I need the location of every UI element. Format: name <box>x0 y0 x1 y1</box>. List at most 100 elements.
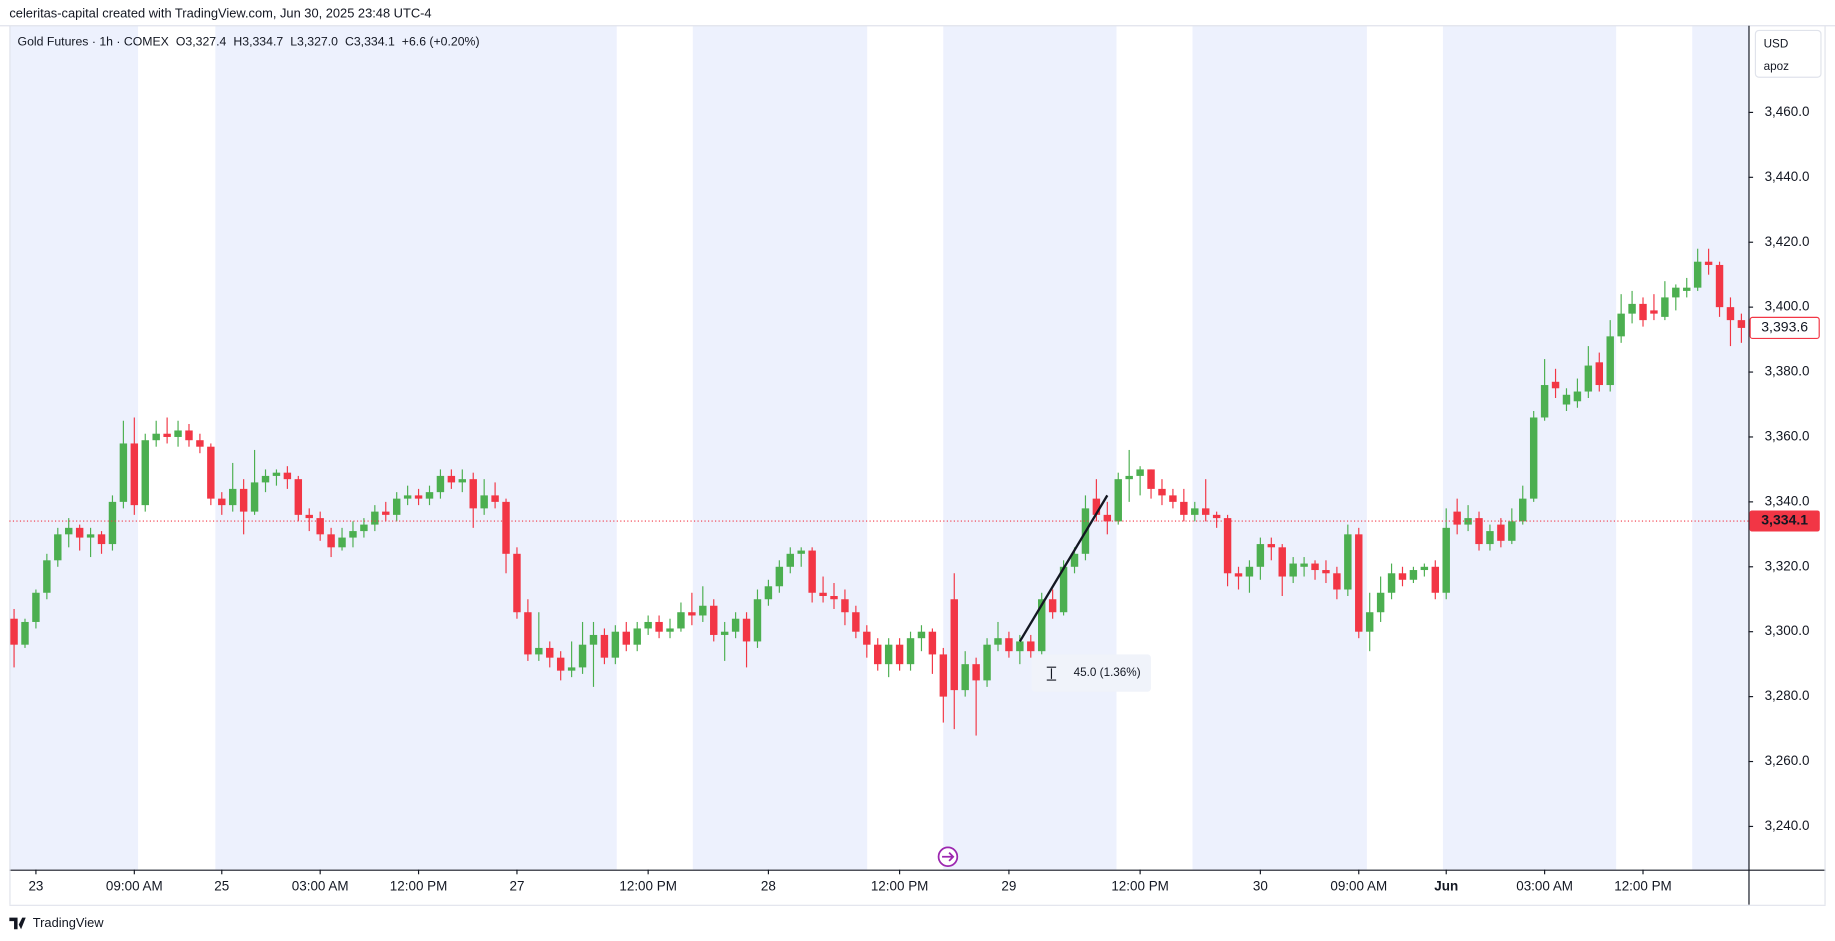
candle-body <box>917 631 926 639</box>
candle-body <box>1661 297 1669 317</box>
candle-body <box>731 618 740 632</box>
candle-body <box>196 440 204 447</box>
candle-body <box>371 511 379 525</box>
candle-body <box>830 596 838 600</box>
candle-body <box>1038 599 1046 652</box>
y-tick-label: 3,260.0 <box>1765 753 1810 768</box>
candle-body <box>436 475 445 493</box>
price-label: 3,334.1 <box>1761 512 1808 528</box>
candle-body <box>1376 592 1385 613</box>
legend-value: 3,334.1 <box>354 34 395 48</box>
candle-body <box>119 443 128 502</box>
x-tick-label: 12:00 PM <box>619 879 677 894</box>
candle-body <box>1595 362 1603 386</box>
candle-body <box>1223 518 1232 574</box>
candle-body <box>283 472 292 480</box>
candle-body <box>742 618 751 642</box>
x-tick-label: 29 <box>1001 879 1016 894</box>
candle-body <box>1059 566 1068 613</box>
candle-body <box>906 638 915 665</box>
legend-value: 3,334.7 <box>242 34 283 48</box>
candle-body <box>600 634 609 658</box>
candle-body <box>775 566 784 587</box>
candle-body <box>1628 303 1636 314</box>
candle-body <box>1267 544 1276 548</box>
candle-body <box>1519 498 1527 522</box>
candle-body <box>874 644 882 665</box>
candle-body <box>1311 563 1319 571</box>
candle-body <box>1158 488 1166 496</box>
candle-body <box>1201 508 1210 515</box>
candle-body <box>250 482 259 512</box>
candle-body <box>1114 479 1122 522</box>
candle-body <box>1070 553 1079 567</box>
session-band <box>692 25 868 870</box>
candle-body <box>392 498 401 515</box>
candle-body <box>21 621 29 645</box>
candle-body <box>1540 385 1549 418</box>
candle-body <box>513 553 521 613</box>
candle-body <box>185 430 193 441</box>
x-tick-label: 28 <box>761 879 776 894</box>
candle-body <box>1027 641 1035 652</box>
candle-body <box>163 433 171 437</box>
axis-note: apoz <box>1764 60 1789 73</box>
candle-body <box>152 433 160 441</box>
candle-body <box>447 475 456 483</box>
candle-body <box>261 475 270 483</box>
candle-body <box>720 631 729 635</box>
x-tick-label: Jun <box>1434 879 1458 894</box>
candle-body <box>382 511 390 515</box>
candle-body <box>1453 511 1461 525</box>
y-tick-label: 3,280.0 <box>1765 688 1810 703</box>
candle-body <box>1715 264 1724 308</box>
candle-body <box>677 612 685 629</box>
axis-currency-box[interactable] <box>1754 29 1822 78</box>
x-tick-label: 09:00 AM <box>106 879 163 894</box>
measure-label: 45.0 (1.36%) <box>1074 666 1141 679</box>
candle-body <box>808 550 816 593</box>
candle-body <box>1103 514 1112 522</box>
candle-body <box>1617 313 1625 337</box>
candle-body <box>86 534 95 538</box>
x-tick-label: 12:00 PM <box>390 879 448 894</box>
candle-body <box>1442 527 1450 593</box>
candle-body <box>1333 573 1341 590</box>
y-tick-label: 3,320.0 <box>1765 558 1810 573</box>
candle-body <box>403 495 412 499</box>
candle-body <box>502 501 510 554</box>
legend-value: 3,327.4 <box>185 34 226 48</box>
candle-body <box>75 527 84 538</box>
candle-body <box>1245 566 1254 577</box>
candle-body <box>425 492 434 499</box>
candle-body <box>458 479 467 483</box>
x-tick-label: 23 <box>28 879 43 894</box>
candle-body <box>1234 573 1243 577</box>
candle-body <box>239 488 248 512</box>
candle-body <box>950 599 958 691</box>
candle-body <box>1289 563 1297 577</box>
candle-body <box>43 560 51 593</box>
candle-body <box>1562 394 1571 405</box>
y-tick-label: 3,400.0 <box>1765 299 1810 314</box>
candle-body <box>218 498 226 506</box>
candle-body <box>1683 287 1691 291</box>
candle-body <box>1256 544 1265 567</box>
measure-box <box>1031 654 1151 692</box>
candle-body <box>961 664 969 691</box>
candle-body <box>524 612 532 655</box>
candle-body <box>1737 320 1746 328</box>
candle-body <box>819 592 827 597</box>
candle-body <box>710 605 718 635</box>
candle-body <box>174 430 182 437</box>
candle-body <box>688 612 696 616</box>
candle-body <box>32 592 40 622</box>
goto-realtime-icon[interactable] <box>937 846 959 867</box>
candle-body <box>1529 417 1538 499</box>
candle-body <box>863 631 871 645</box>
candle-body <box>939 654 948 697</box>
candle-body <box>305 514 313 519</box>
candle-body <box>1639 303 1647 321</box>
session-band <box>9 25 139 870</box>
candle-body <box>753 599 762 642</box>
